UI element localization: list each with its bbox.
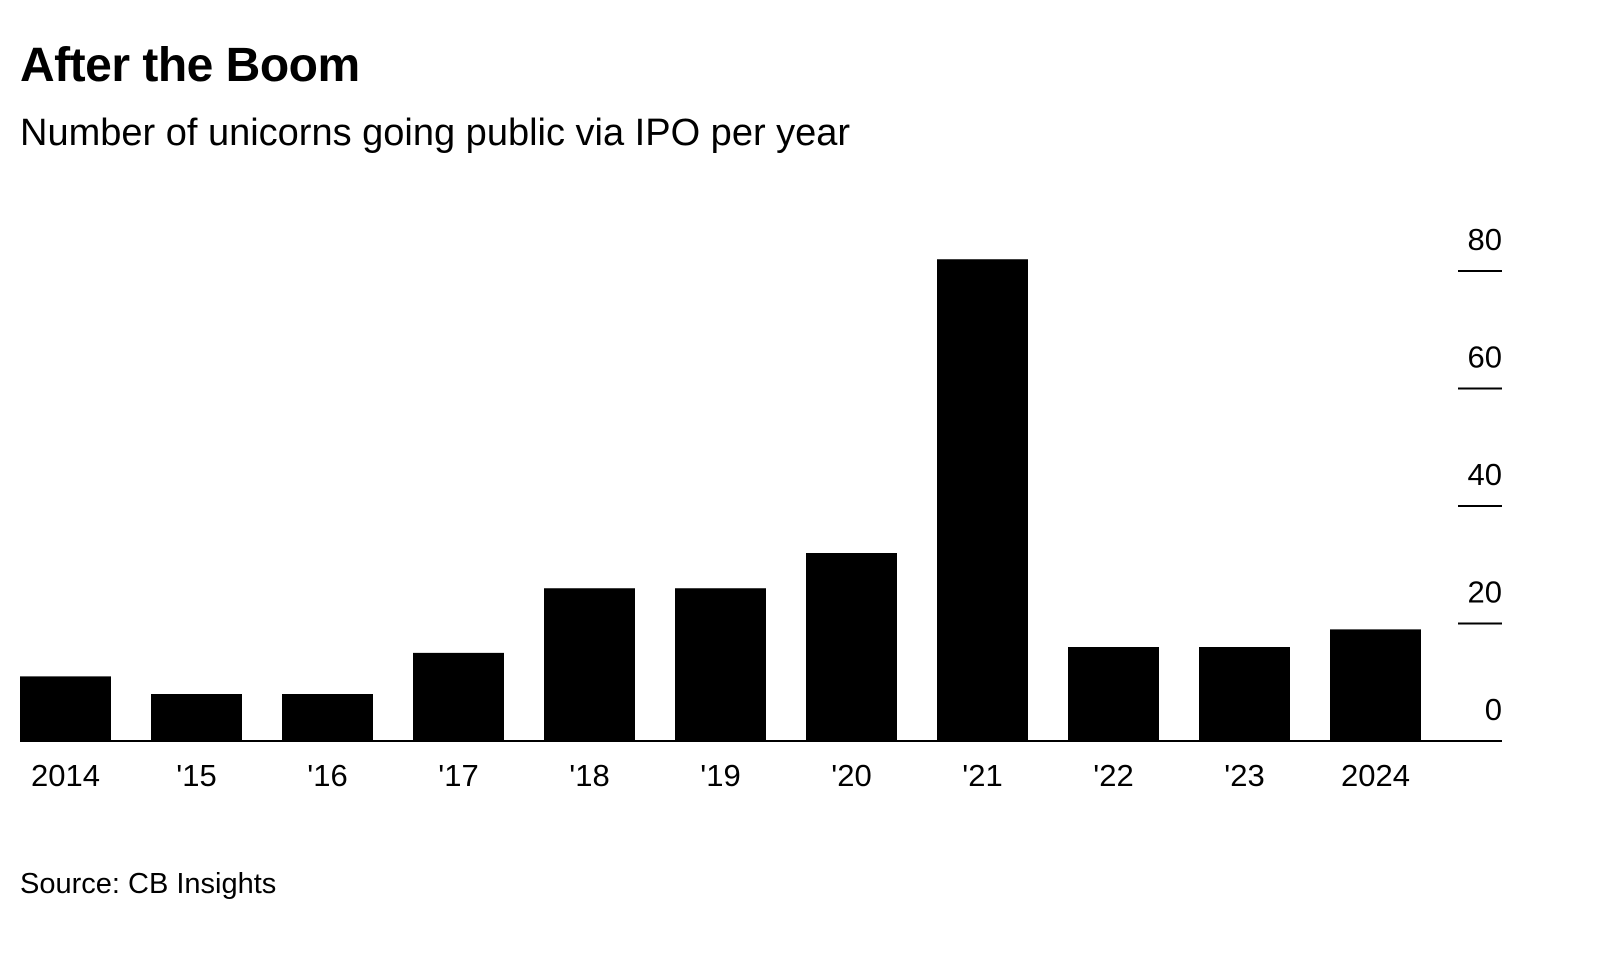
bar-5 xyxy=(544,588,635,741)
bars-layer xyxy=(20,259,1421,741)
x-tick-label: 2024 xyxy=(1341,758,1410,793)
x-tick-label: '19 xyxy=(700,758,740,793)
chart-title: After the Boom xyxy=(20,39,360,92)
x-tick-label: '23 xyxy=(1224,758,1264,793)
x-tick-label: '22 xyxy=(1093,758,1133,793)
bar-4 xyxy=(413,652,504,741)
x-tick-label: 2014 xyxy=(31,758,100,793)
bar-10 xyxy=(1199,647,1290,741)
x-tick-label: '15 xyxy=(176,758,216,793)
y-tick-label: 40 xyxy=(1468,457,1502,492)
y-axis: 0 20 40 60 80 xyxy=(1458,222,1502,727)
y-tick-label: 60 xyxy=(1468,340,1502,375)
bar-6 xyxy=(675,588,766,741)
x-tick-label: '21 xyxy=(962,758,1002,793)
y-tick-label: 80 xyxy=(1468,222,1502,257)
chart-source: Source: CB Insights xyxy=(20,868,277,900)
bar-3 xyxy=(282,694,373,741)
x-tick-label: '16 xyxy=(307,758,347,793)
x-axis-tick-labels: 2014 '15 '16 '17 '18 '19 '20 '21 '22 '23 2024 xyxy=(31,758,1410,793)
chart-subtitle: Number of unicorns going public via IPO … xyxy=(20,112,851,154)
bar-8 xyxy=(937,259,1028,741)
x-tick-label: '17 xyxy=(438,758,478,793)
bar-1 xyxy=(20,676,111,741)
bar-9 xyxy=(1068,647,1159,741)
bar-7 xyxy=(806,553,897,741)
x-tick-label: '20 xyxy=(831,758,871,793)
x-tick-label: '18 xyxy=(569,758,609,793)
bar-11 xyxy=(1330,629,1421,741)
y-tick-label: 0 xyxy=(1485,692,1502,727)
y-tick-label: 20 xyxy=(1468,575,1502,610)
bar-2 xyxy=(151,694,242,741)
